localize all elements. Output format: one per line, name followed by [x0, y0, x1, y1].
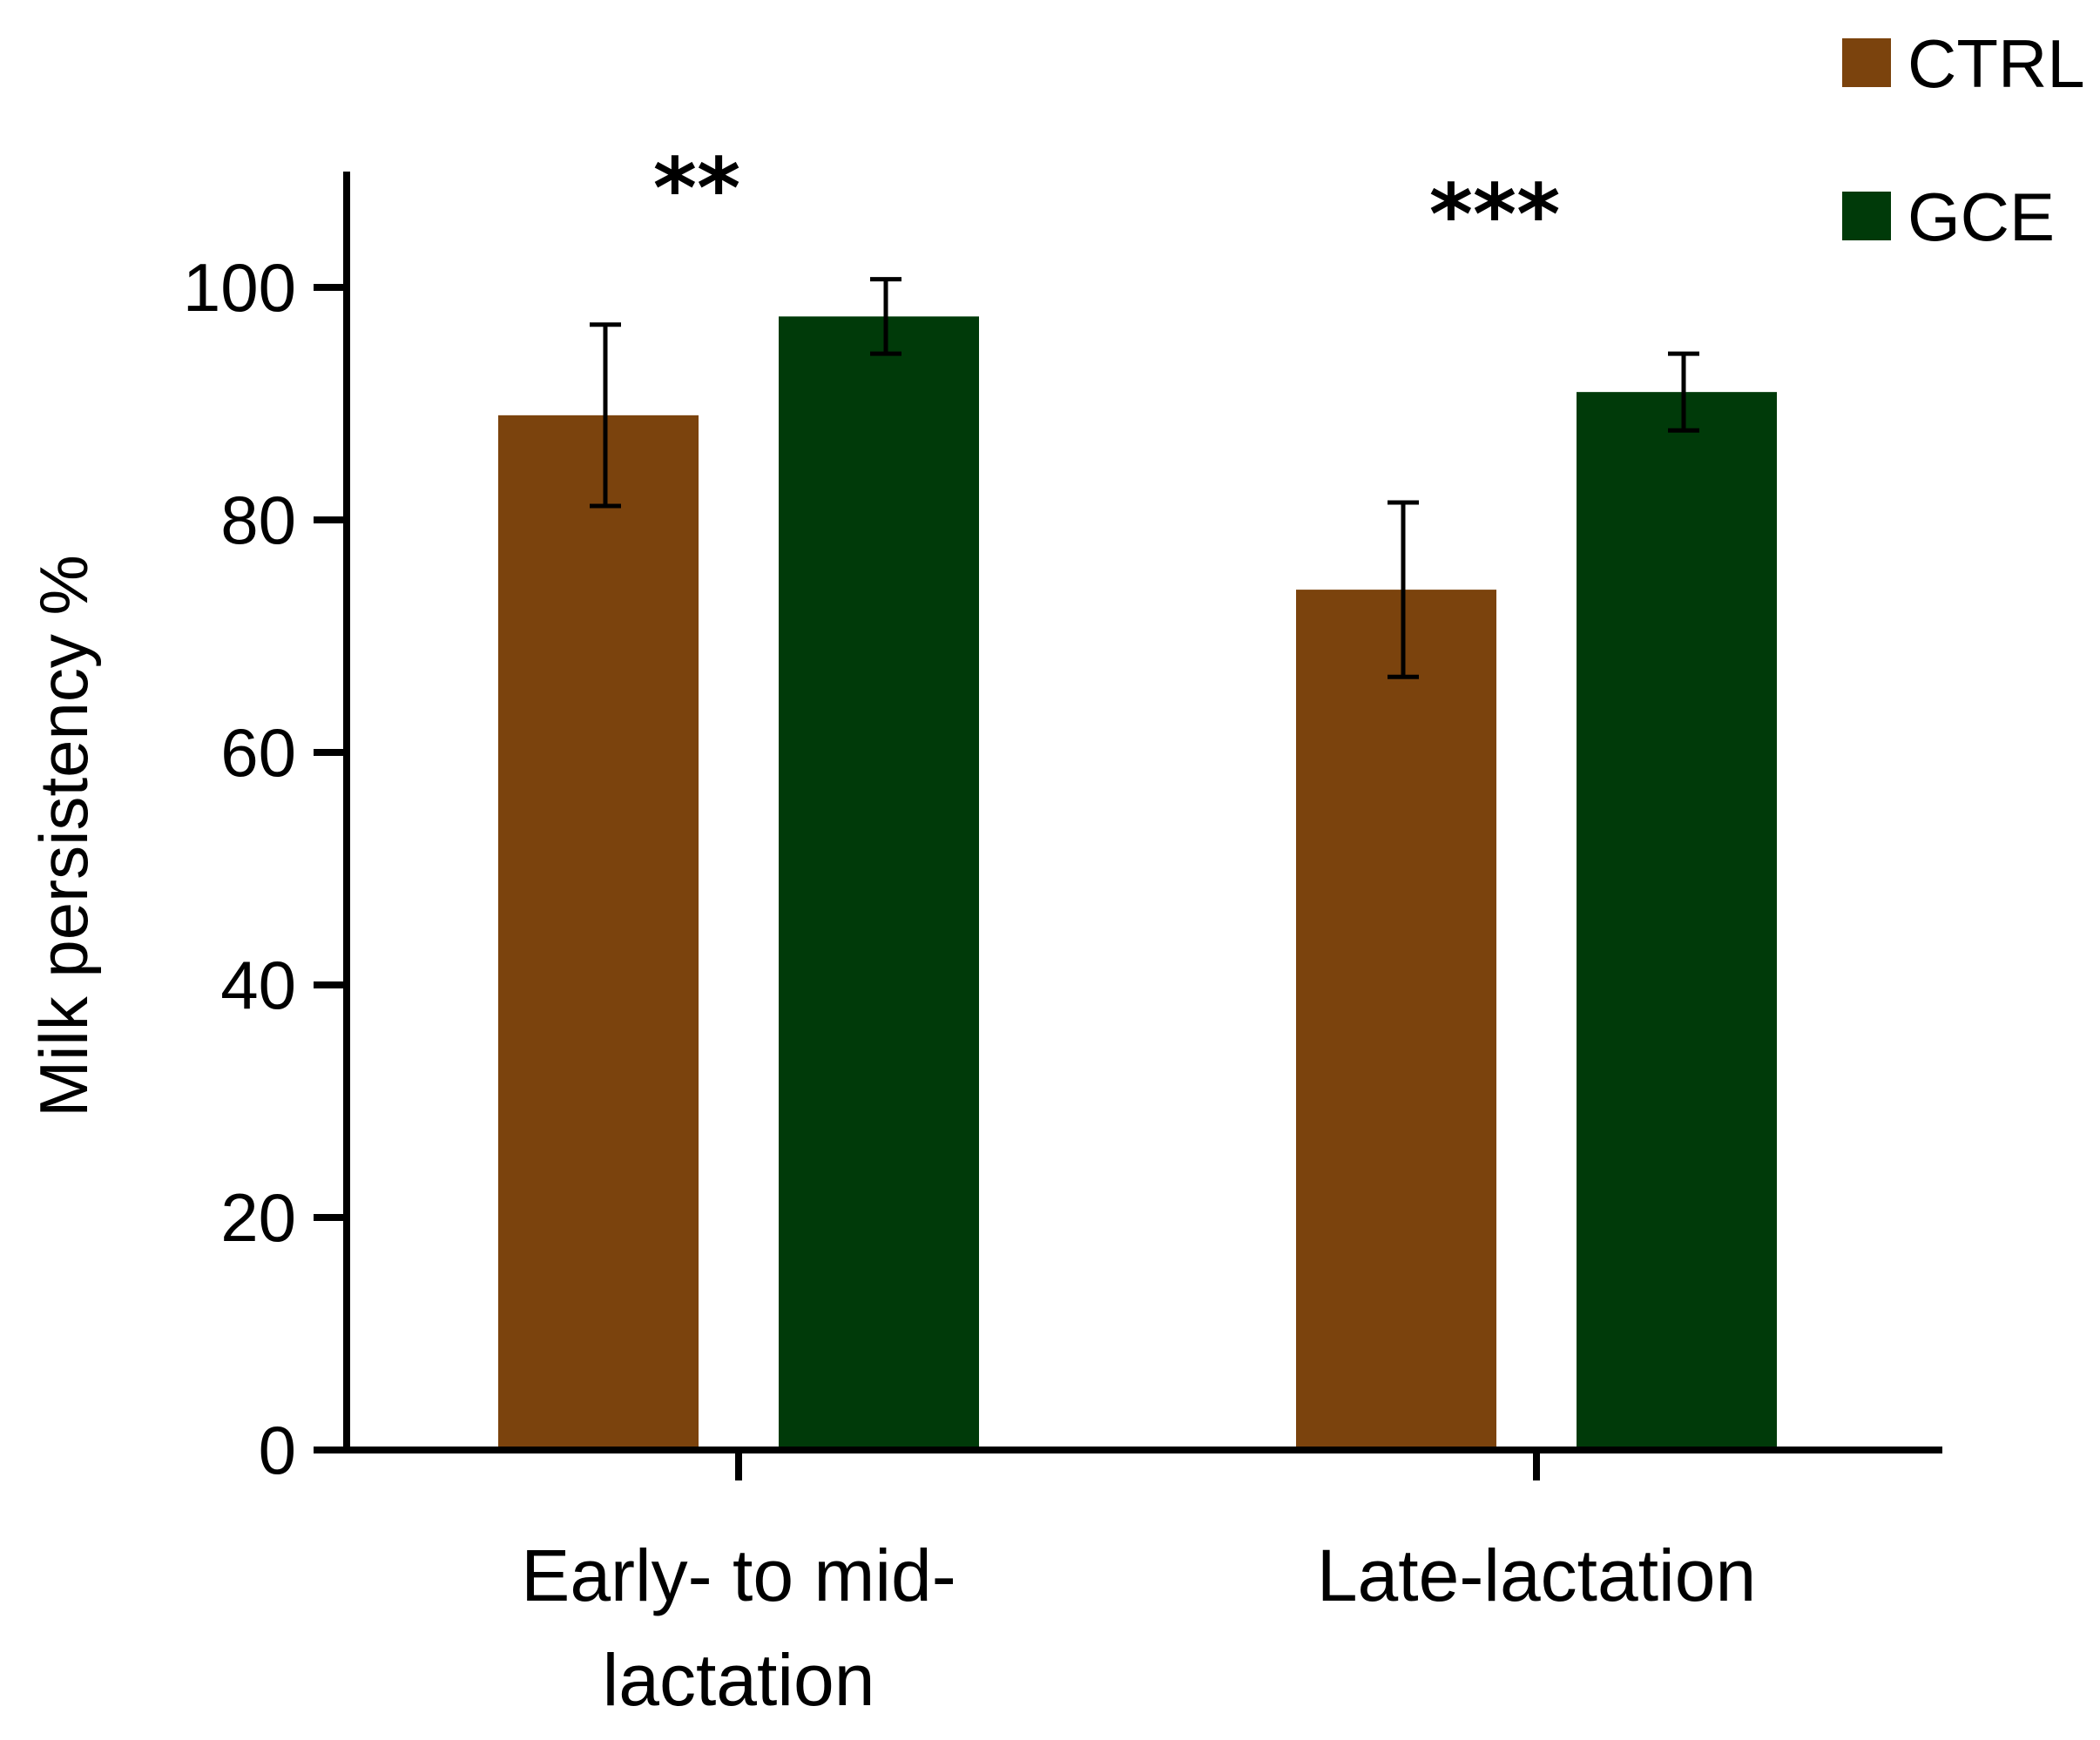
x-labels-group: Early- to mid-lactation Late-lactation — [521, 1450, 1756, 1721]
x-category-label-2: Late-lactation — [1317, 1534, 1756, 1616]
significance-group: ** *** — [653, 140, 1561, 264]
legend-swatch-gce — [1842, 192, 1891, 240]
x-category-label-1: Early- to mid-lactation — [521, 1534, 955, 1721]
y-tick-label-40: 40 — [220, 947, 296, 1023]
bar-gce-1 — [779, 316, 979, 1450]
bar-ctrl-1 — [498, 415, 699, 1451]
axes-group — [314, 172, 1942, 1453]
legend-swatch-ctrl — [1842, 38, 1891, 87]
bar-gce-2 — [1577, 392, 1777, 1450]
significance-marker-2: *** — [1429, 166, 1561, 264]
y-tick-label-0: 0 — [259, 1412, 296, 1488]
y-tick-label-60: 60 — [220, 714, 296, 791]
legend: CTRL GCE — [1842, 25, 2085, 255]
significance-marker-1: ** — [653, 140, 740, 238]
y-tick-label-20: 20 — [220, 1179, 296, 1256]
y-tick-label-100: 100 — [183, 249, 296, 326]
y-tick-label-80: 80 — [220, 482, 296, 558]
bar-ctrl-2 — [1296, 590, 1496, 1450]
y-ticks-group: 0 20 40 60 80 100 — [183, 249, 347, 1488]
legend-label-gce: GCE — [1908, 179, 2055, 255]
legend-label-ctrl: CTRL — [1908, 25, 2085, 102]
y-axis-title: Milk persistency % — [25, 555, 102, 1117]
bars-group — [498, 316, 1777, 1451]
error-bars-group — [590, 277, 1699, 679]
